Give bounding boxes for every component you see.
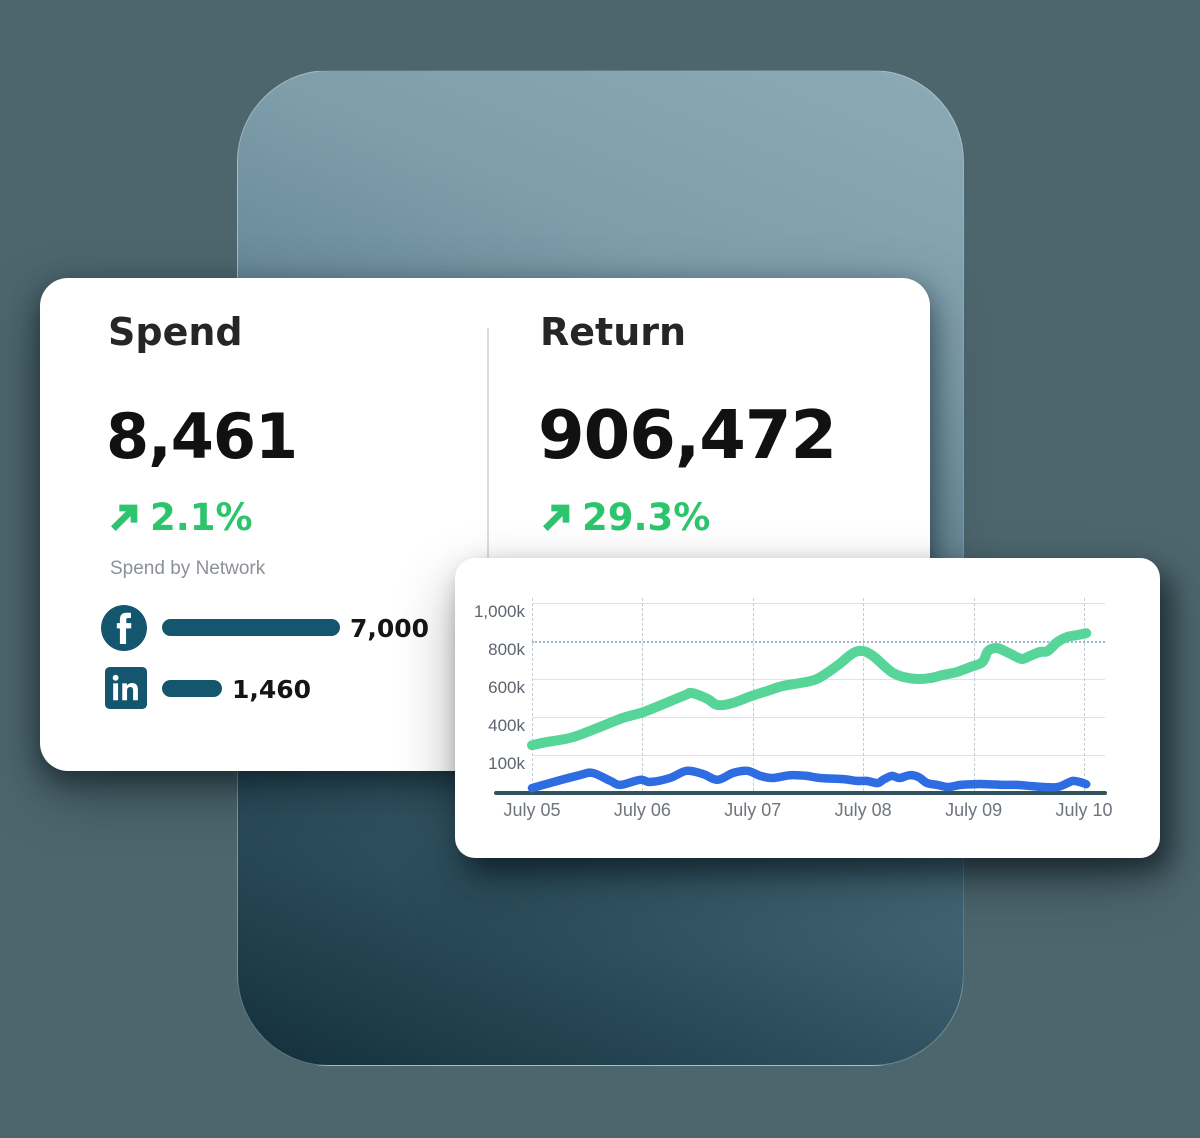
chart-card: July 05 July 06 July 07 July 08 July 09 July … (455, 558, 1160, 858)
spend-change: 2.1% (108, 496, 253, 539)
facebook-spend-value: 7,000 (350, 614, 430, 643)
y-tick-label: 600k (488, 678, 525, 697)
gridline-vertical (532, 598, 533, 791)
gridline-horizontal (532, 755, 1105, 756)
linkedin-icon (105, 667, 147, 714)
spend-change-label: 2.1% (150, 496, 253, 539)
gridline-horizontal (532, 717, 1105, 718)
gridline-vertical (752, 598, 754, 791)
x-axis-line (494, 791, 1107, 795)
x-tick-label: July 07 (724, 800, 782, 820)
y-tick-label: 400k (488, 716, 525, 735)
y-tick-label: 1,000k (473, 602, 525, 621)
gridline-horizontal (532, 679, 1105, 680)
trend-up-arrow-icon (108, 502, 140, 534)
trend-up-arrow-icon (540, 502, 572, 534)
x-tick-label: July 10 (1055, 800, 1113, 820)
series-blue-line (527, 766, 1091, 793)
reference-line-dotted (532, 641, 1105, 643)
gridline-horizontal (532, 603, 1105, 604)
x-tick-label: July 09 (945, 800, 1003, 820)
y-tick-label: 100k (488, 754, 525, 773)
return-value: 906,472 (538, 396, 837, 474)
facebook-spend-bar (162, 619, 340, 636)
vertical-divider (487, 328, 489, 740)
spend-title: Spend (108, 310, 243, 354)
return-change: 29.3% (540, 496, 710, 539)
y-tick-label: 800k (488, 640, 525, 659)
linkedin-spend-bar (162, 680, 222, 697)
spend-value: 8,461 (106, 400, 298, 473)
x-tick-label: July 05 (503, 800, 561, 820)
series-green-line (527, 628, 1092, 751)
x-tick-label: July 08 (834, 800, 892, 820)
return-title: Return (540, 310, 687, 354)
gridline-vertical (642, 598, 644, 791)
linkedin-spend-value: 1,460 (232, 675, 312, 704)
gridline-vertical (863, 598, 865, 791)
return-change-label: 29.3% (582, 496, 711, 539)
network-breakdown-heading: Spend by Network (110, 558, 266, 579)
gridline-vertical (973, 598, 975, 791)
facebook-icon (101, 605, 147, 656)
gridline-vertical (1084, 598, 1085, 791)
line-chart: July 05 July 06 July 07 July 08 July 09 July … (455, 558, 1160, 858)
x-tick-label: July 06 (613, 800, 671, 820)
